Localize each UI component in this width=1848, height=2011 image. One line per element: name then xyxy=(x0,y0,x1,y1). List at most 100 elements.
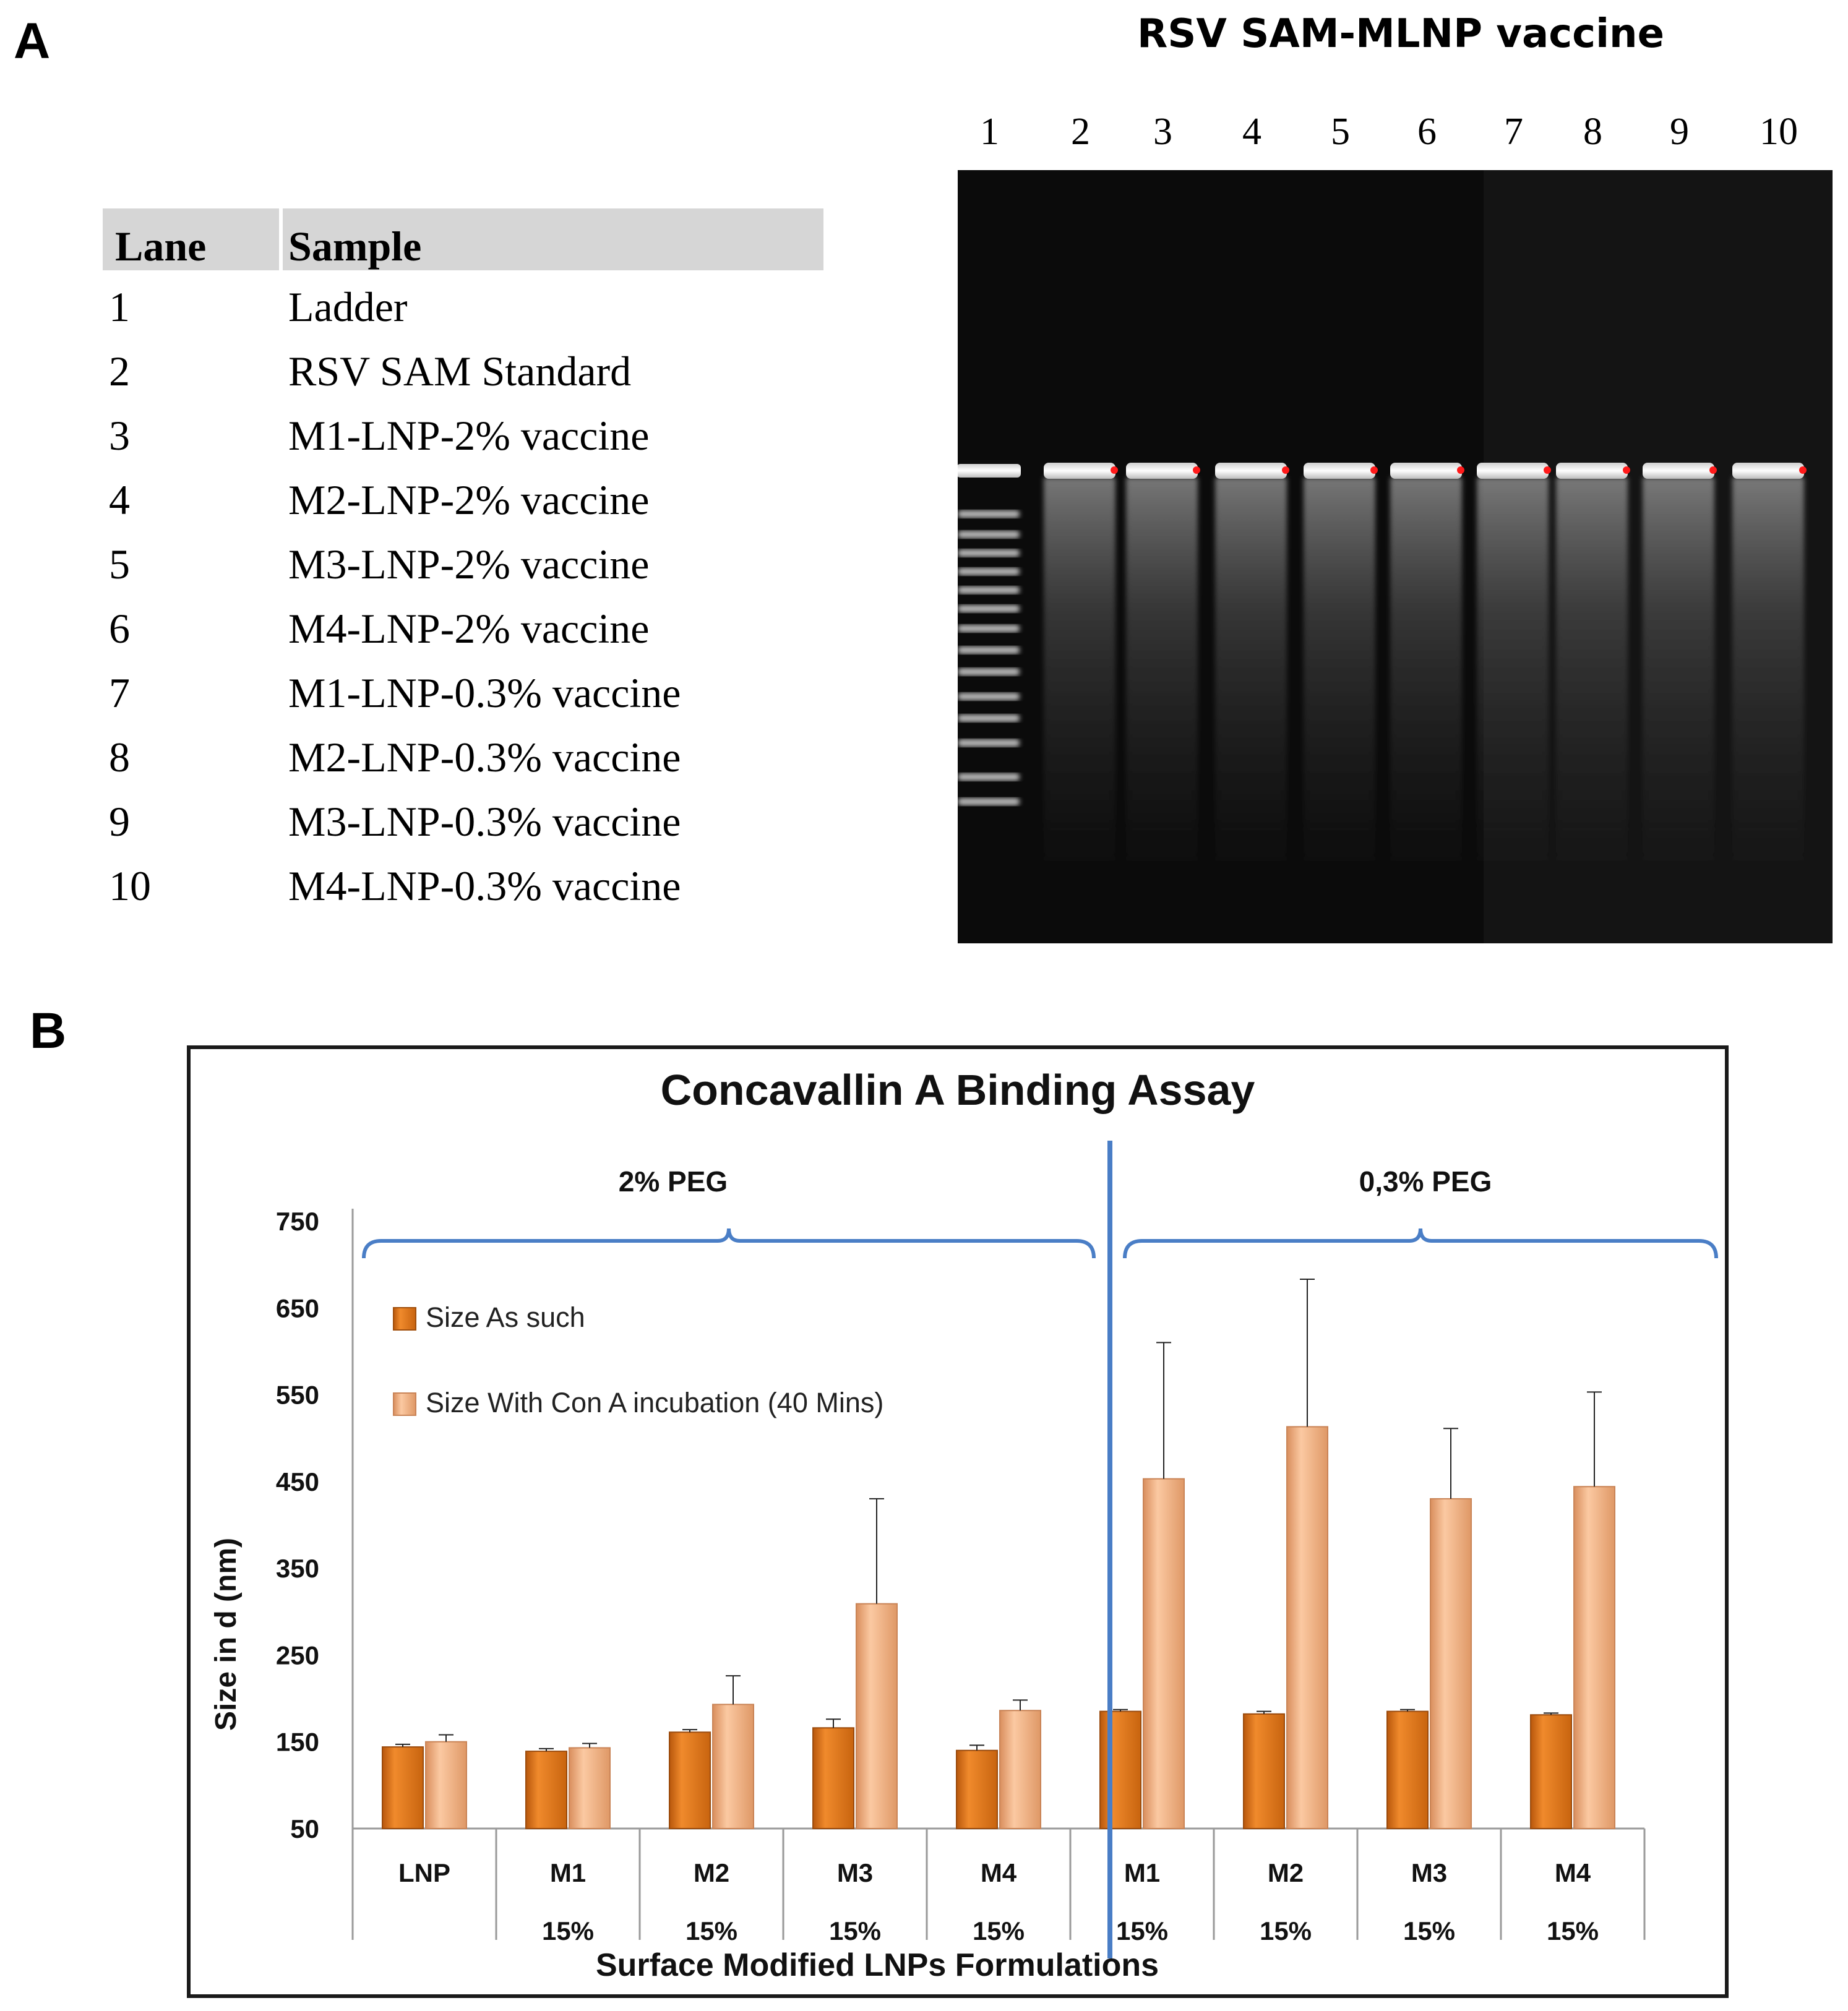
gel-lane-number: 5 xyxy=(1331,111,1350,153)
lane-cell: 3 xyxy=(109,412,130,459)
y-tick-label: 550 xyxy=(276,1381,319,1410)
group-label: 2% PEG xyxy=(619,1165,728,1198)
x-category-sublabel: 15% xyxy=(1260,1916,1312,1945)
lane-band xyxy=(1477,463,1549,479)
legend-swatch-as-such xyxy=(393,1307,416,1331)
lane-cell: 5 xyxy=(109,541,130,588)
bar-as-such xyxy=(1530,1714,1572,1829)
bar-con-a xyxy=(999,1710,1041,1829)
panel-a-label: A xyxy=(14,13,51,69)
lane-smear xyxy=(1304,478,1375,861)
saturation-dot xyxy=(1799,466,1807,474)
lane-cell: 10 xyxy=(109,862,151,909)
bar-con-a xyxy=(1430,1498,1472,1829)
sample-cell: RSV SAM Standard xyxy=(288,348,632,395)
ladder-band xyxy=(958,568,1020,575)
lane-cell: 4 xyxy=(109,476,130,523)
bar-con-a xyxy=(712,1704,754,1830)
sample-cell: M4-LNP-0.3% vaccine xyxy=(288,862,681,909)
panel-b-label: B xyxy=(30,1003,67,1059)
saturation-dot xyxy=(1544,466,1551,474)
header-sample: Sample xyxy=(288,223,422,270)
lane-band xyxy=(1732,463,1804,479)
table-row: 7 M1-LNP-0.3% vaccine xyxy=(103,656,823,721)
lane-cell: 6 xyxy=(109,605,130,652)
lane-band xyxy=(1556,463,1628,479)
y-tick-label: 50 xyxy=(290,1814,319,1843)
bar-as-such xyxy=(525,1751,567,1830)
bar-as-such xyxy=(1243,1713,1285,1830)
group-brackets: 2% PEG 0,3% PEG xyxy=(362,1165,1718,1259)
saturation-dot xyxy=(1709,466,1717,474)
gel-lane-number: 1 xyxy=(980,111,999,153)
x-category-label: M3 xyxy=(1411,1858,1447,1887)
ladder-band xyxy=(958,668,1020,675)
table-header: Lane Sample xyxy=(103,208,823,270)
table-row: 8 M2-LNP-0.3% vaccine xyxy=(103,721,823,785)
y-tick-labels: 50 150 250 350 450 550 650 750 xyxy=(276,1207,319,1843)
bar-marks xyxy=(382,1278,1615,1830)
lane-cell: 7 xyxy=(109,669,130,716)
ladder-band xyxy=(958,549,1020,557)
group-bracket xyxy=(1123,1228,1718,1259)
y-tick-label: 150 xyxy=(276,1728,319,1757)
table-row: 1 Ladder xyxy=(103,270,823,335)
gel-image xyxy=(958,170,1833,943)
lane-smear xyxy=(1215,478,1287,861)
sample-cell: M1-LNP-0.3% vaccine xyxy=(288,669,681,716)
y-tick-label: 450 xyxy=(276,1467,319,1496)
gel-title: RSV SAM-MLNP vaccine xyxy=(1137,11,1664,57)
table-row: 5 M3-LNP-2% vaccine xyxy=(103,528,823,592)
ladder-band xyxy=(958,531,1020,538)
ladder-band xyxy=(958,739,1020,747)
gel-lane-number: 9 xyxy=(1670,111,1689,153)
bar-as-such xyxy=(669,1731,711,1829)
legend-label-con-a: Size With Con A incubation (40 Mins) xyxy=(426,1387,883,1418)
lane-band xyxy=(1304,463,1375,479)
lane-band xyxy=(1215,463,1287,479)
bar-con-a xyxy=(425,1741,467,1829)
sample-cell: M3-LNP-0.3% vaccine xyxy=(288,798,681,845)
lane-smear xyxy=(1477,478,1549,861)
bar-as-such xyxy=(1099,1710,1141,1829)
sample-cell: M2-LNP-0.3% vaccine xyxy=(288,734,681,781)
lane-band xyxy=(1126,463,1198,479)
lane-band xyxy=(1643,463,1714,479)
x-category-label: M4 xyxy=(1555,1858,1591,1887)
bar-con-a xyxy=(569,1747,611,1830)
lane-band xyxy=(1044,463,1115,479)
x-category-label: M2 xyxy=(694,1858,729,1887)
ladder-band xyxy=(958,646,1020,654)
sample-cell: M4-LNP-2% vaccine xyxy=(288,605,650,652)
saturation-dot xyxy=(1623,466,1630,474)
lane-cell: 8 xyxy=(109,734,130,781)
x-category-sublabel: 15% xyxy=(542,1916,594,1945)
x-category-sublabel: 15% xyxy=(829,1916,881,1945)
ladder-band xyxy=(958,773,1020,781)
x-category-sublabel: 15% xyxy=(1403,1916,1455,1945)
y-tick-label: 350 xyxy=(276,1554,319,1583)
gel-lane-number: 10 xyxy=(1760,111,1798,153)
group-label: 0,3% PEG xyxy=(1359,1165,1492,1198)
bar-con-a xyxy=(1286,1426,1328,1829)
x-category-label: M1 xyxy=(550,1858,586,1887)
legend-label-as-such: Size As such xyxy=(426,1301,585,1333)
sample-cell: M2-LNP-2% vaccine xyxy=(288,476,650,523)
gel-lane-number: 2 xyxy=(1071,111,1090,153)
lane-cell: 1 xyxy=(109,283,130,330)
table-row: 6 M4-LNP-2% vaccine xyxy=(103,592,823,656)
saturation-dot xyxy=(1370,466,1378,474)
lane-smear xyxy=(1044,478,1115,861)
x-category-label: M4 xyxy=(981,1858,1017,1887)
sample-cell: M3-LNP-2% vaccine xyxy=(288,541,650,588)
bar-as-such xyxy=(812,1727,854,1829)
saturation-dot xyxy=(1282,466,1289,474)
header-lane: Lane xyxy=(115,223,207,270)
x-category-sublabel: 15% xyxy=(1547,1916,1599,1945)
ladder-band xyxy=(958,714,1020,722)
gel-lane-number: 8 xyxy=(1583,111,1602,153)
saturation-dot xyxy=(1111,466,1118,474)
header-separator xyxy=(279,208,283,270)
ladder-top-band xyxy=(958,464,1021,478)
lane-band xyxy=(1390,463,1462,479)
